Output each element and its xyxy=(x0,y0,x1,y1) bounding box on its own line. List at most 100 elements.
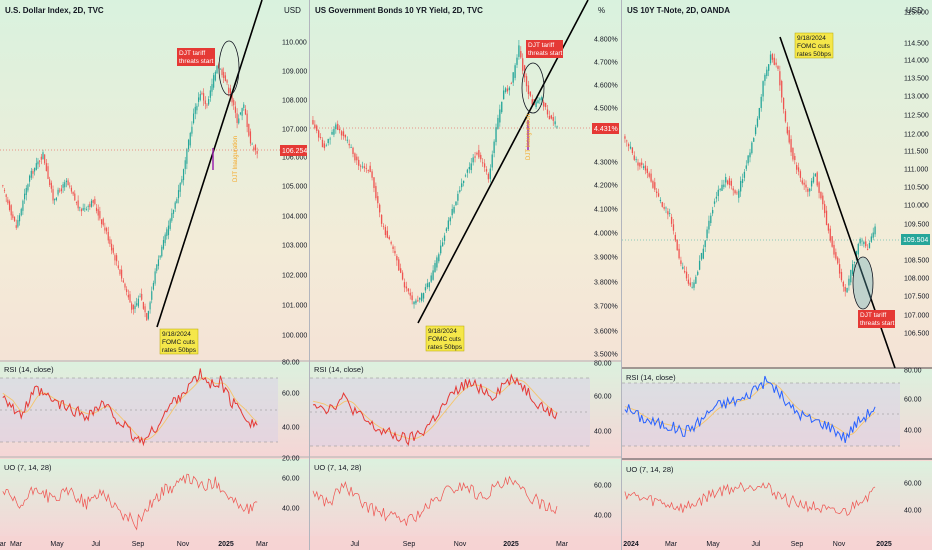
candle-body xyxy=(204,100,206,105)
candles-group xyxy=(312,39,558,309)
candle-body xyxy=(646,168,648,174)
price-axis[interactable]: 115.000 114.500 114.000 113.500 113.000 112.5… xyxy=(904,10,929,338)
candle-body xyxy=(693,282,695,288)
candle-body xyxy=(72,191,74,195)
fomc-tag xyxy=(794,32,834,59)
annotation-fomc[interactable]: 9/18/2024 FOMC cuts rates 50bps xyxy=(159,328,199,355)
candle-body xyxy=(109,239,111,245)
candle-body xyxy=(100,219,103,225)
price-tick: 102.000 xyxy=(282,273,307,280)
candle-body xyxy=(12,214,14,218)
candle-body xyxy=(493,141,495,154)
candle-body xyxy=(35,163,37,170)
candle-body xyxy=(659,199,662,202)
price-unit: % xyxy=(598,6,605,15)
highlight-ellipse[interactable] xyxy=(852,256,874,310)
price-tick: 4.800% xyxy=(594,37,618,44)
annotation-tariff[interactable]: DJT tariff threats start xyxy=(177,48,215,66)
candle-body xyxy=(510,83,512,85)
annotation-fomc[interactable]: 9/18/2024 FOMC cuts rates 50bps xyxy=(794,32,834,59)
candle-body xyxy=(92,199,94,203)
panel-dxy[interactable]: U.S. Dollar Index, 2D, TVC USD 110.000 10… xyxy=(0,0,309,550)
price-tick: 3.600% xyxy=(594,329,618,336)
candle-body xyxy=(501,101,503,113)
candle-body xyxy=(142,301,144,309)
price-axis[interactable]: 4.800%4.700%4.600%4.500%4.400%4.300%4.20… xyxy=(594,37,618,359)
candle-body xyxy=(358,159,360,166)
candle-body xyxy=(25,188,27,196)
candle-body xyxy=(459,190,461,192)
candle-body xyxy=(489,168,491,179)
time-tick: Jul xyxy=(351,541,360,548)
time-axis[interactable]: Mar May Jul Sep Nov 2025 Mar xyxy=(10,541,269,548)
candle-body xyxy=(44,154,46,164)
candle-body xyxy=(386,230,388,238)
price-tick: 105.000 xyxy=(282,184,307,191)
candle-body xyxy=(633,155,635,160)
candle-body xyxy=(476,152,478,155)
price-tick: 114.500 xyxy=(904,41,929,48)
price-tick: 111.000 xyxy=(904,167,928,174)
candle-body xyxy=(648,173,650,177)
price-tick: 107.500 xyxy=(904,294,929,301)
candle-body xyxy=(541,96,543,100)
highlight-ellipse[interactable] xyxy=(521,62,545,114)
rsi-tick: 60.00 xyxy=(904,397,922,404)
candle-body xyxy=(29,175,31,182)
time-axis[interactable]: Jul Sep Nov 2025 Mar xyxy=(351,541,569,548)
candle-body xyxy=(769,54,772,64)
candle-body xyxy=(254,144,257,150)
price-tick: 100.000 xyxy=(282,333,307,340)
candle-body xyxy=(201,93,203,95)
panel-title: US Government Bonds 10 YR Yield, 2D, TVC xyxy=(315,6,483,15)
candle-body xyxy=(154,271,156,284)
candle-body xyxy=(626,140,628,142)
candle-body xyxy=(32,170,34,174)
time-axis[interactable]: 2024 Mar May Jul Sep Nov 2025 Mar xyxy=(0,541,892,548)
uo-tick: 60.00 xyxy=(282,476,300,483)
last-price-tag xyxy=(280,145,307,156)
candle-body xyxy=(866,249,869,250)
candle-body xyxy=(253,147,255,151)
fomc-line-1: 9/18/2024 xyxy=(797,35,826,42)
candle-body xyxy=(865,241,867,247)
candle-body xyxy=(749,152,751,158)
candle-body xyxy=(482,162,484,164)
candle-body xyxy=(721,184,723,191)
candle-body xyxy=(796,165,798,170)
candle-body xyxy=(37,161,39,165)
candle-body xyxy=(377,196,379,204)
candle-body xyxy=(472,157,474,163)
candle-body xyxy=(18,215,21,222)
highlight-ellipse[interactable] xyxy=(218,40,240,96)
candle-body xyxy=(548,115,551,120)
candle-body xyxy=(650,173,652,182)
uo-tick: 40.00 xyxy=(282,506,300,513)
candle-body xyxy=(697,271,699,275)
annotation-tariff[interactable]: DJT tariff threats start xyxy=(858,310,895,328)
annotation-tariff[interactable]: DJT tariff threats start xyxy=(526,40,563,58)
candle-body xyxy=(231,94,233,103)
candle-body xyxy=(340,131,343,136)
candle-body xyxy=(147,311,149,319)
rsi-tick: 40.00 xyxy=(282,425,300,432)
panel-us10y-yield[interactable]: US Government Bonds 10 YR Yield, 2D, TVC… xyxy=(310,0,621,550)
price-tick: 108.500 xyxy=(904,258,929,265)
candle-body xyxy=(464,175,467,177)
candle-body xyxy=(687,279,690,284)
price-axis[interactable]: 110.000 109.000 108.000 107.000 106.000 105.0… xyxy=(282,40,307,340)
candle-body xyxy=(554,121,556,125)
trend-line[interactable] xyxy=(156,0,263,328)
candles-group xyxy=(2,62,258,321)
annotation-fomc[interactable]: 9/18/2024 FOMC cuts rates 50bps xyxy=(425,325,465,352)
candle-body xyxy=(102,218,104,225)
candle-body xyxy=(126,289,128,292)
candle-body xyxy=(809,188,811,192)
candle-body xyxy=(192,113,195,124)
candle-body xyxy=(107,231,109,241)
candle-body xyxy=(327,138,329,144)
candle-body xyxy=(639,162,641,167)
tariff-line-2: threats start xyxy=(860,320,895,327)
